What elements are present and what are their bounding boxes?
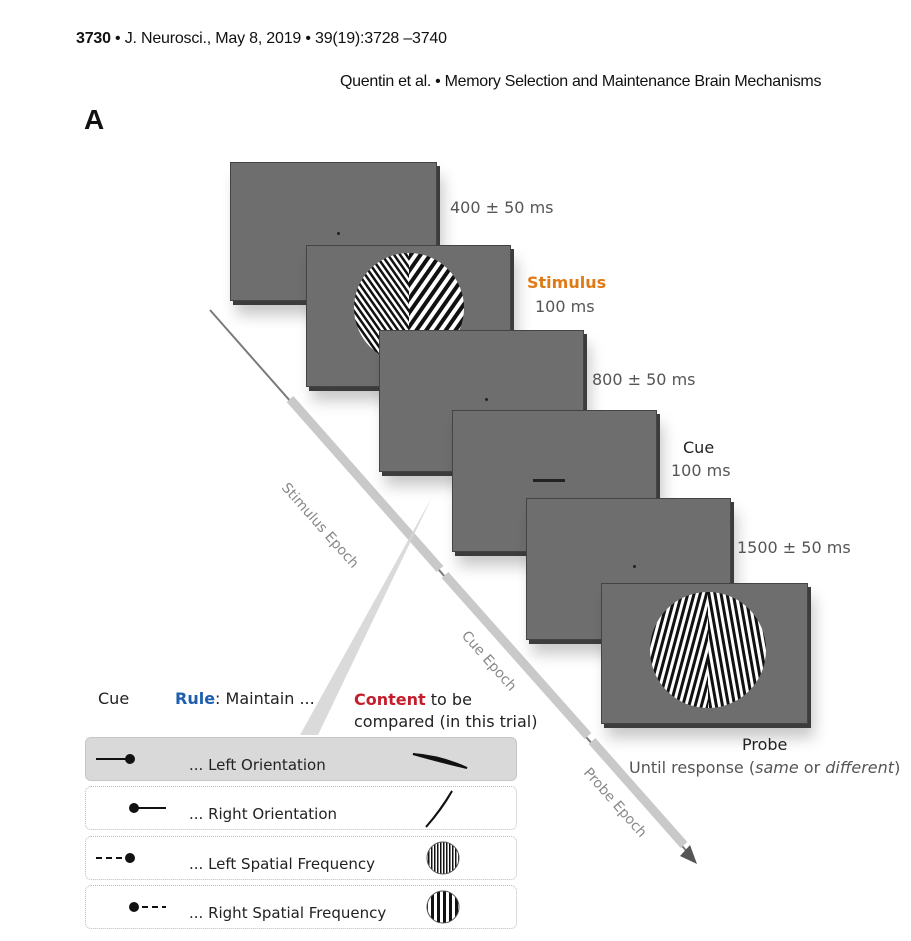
probe-same: same: [755, 758, 799, 777]
tilted-bar-shallow-icon: [412, 753, 468, 769]
content-rest-1: to be: [425, 690, 472, 709]
legend-row-label: ... Left Spatial Frequency: [189, 855, 375, 873]
cue-line: [533, 479, 565, 482]
legend-row-right-orientation: ... Right Orientation: [85, 786, 517, 830]
probe-title: Probe: [742, 735, 788, 754]
probe-or: or: [798, 758, 826, 777]
probe-response-suffix: ): [894, 758, 901, 777]
tilted-bar-steep-icon: [425, 790, 453, 828]
fixation-dot: [337, 232, 340, 235]
page-number: 3730: [76, 30, 111, 47]
legend-row-left-orientation: ... Left Orientation: [85, 737, 517, 781]
running-title: Quentin et al. • Memory Selection and Ma…: [340, 73, 822, 90]
legend-cue-header: Cue: [98, 689, 130, 708]
probe-response: Until response (same or different): [629, 758, 900, 777]
panel-label: A: [84, 104, 105, 135]
cue-dot-dashed-line-right-icon: [129, 902, 166, 912]
probe-epoch-bar: [588, 738, 688, 848]
rule-word: Rule: [175, 689, 216, 708]
legend-row-right-spatial-frequency: ... Right Spatial Frequency: [85, 885, 517, 929]
cue-title: Cue: [683, 438, 715, 457]
probe-grating: [650, 592, 766, 708]
stimulus-title: Stimulus: [527, 273, 607, 292]
zoom-wedge: [300, 497, 432, 735]
content-rest-2: compared (in this trial): [354, 712, 538, 731]
page-header: 3730 • J. Neurosci., May 8, 2019 • 39(19…: [76, 30, 447, 48]
cue-epoch-bar: [441, 572, 592, 739]
probe-screen: [601, 583, 808, 724]
high-frequency-grating-icon: [426, 841, 460, 875]
stimulus-duration: 100 ms: [535, 297, 595, 316]
legend-row-label: ... Left Orientation: [189, 756, 326, 774]
cue-duration: 100 ms: [671, 461, 731, 480]
legend-row-label: ... Right Orientation: [189, 805, 338, 823]
delay1-duration: 800 ± 50 ms: [592, 370, 696, 389]
cue-solid-line-left-dot-icon: [96, 754, 135, 764]
journal-citation: • J. Neurosci., May 8, 2019 • 39(19):372…: [110, 30, 447, 47]
probe-response-prefix: Until response (: [629, 758, 756, 777]
cue-dashed-line-left-dot-icon: [96, 853, 135, 863]
legend-row-label: ... Right Spatial Frequency: [189, 904, 387, 922]
probe-different: different: [825, 758, 895, 777]
fixation-dot: [633, 565, 636, 568]
legend-rule-header: Rule: Maintain ...: [175, 689, 315, 708]
stimulus-epoch-bar: [286, 396, 444, 572]
fixation1-duration: 400 ± 50 ms: [450, 198, 554, 217]
content-word: Content: [354, 690, 426, 709]
rule-rest: : Maintain ...: [215, 689, 315, 708]
time-arrow-head: [680, 845, 697, 864]
fixation-dot: [485, 398, 488, 401]
low-frequency-grating-icon: [426, 890, 460, 924]
legend-row-left-spatial-frequency: ... Left Spatial Frequency: [85, 836, 517, 880]
legend-content-header: Content to be compared (in this trial): [354, 689, 537, 733]
cue-dot-solid-line-right-icon: [129, 803, 166, 813]
delay2-duration: 1500 ± 50 ms: [737, 538, 851, 557]
